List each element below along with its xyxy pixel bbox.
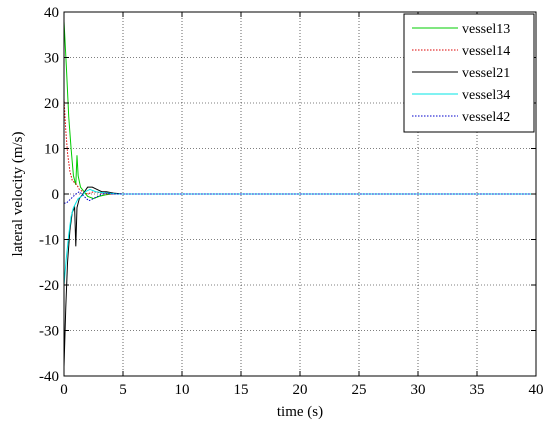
x-tick-labels: 0 5 10 15 20 25 30 35 40 <box>60 382 543 398</box>
legend-label-vessel42: vessel42 <box>462 110 510 125</box>
x-tick-label: 30 <box>411 382 426 398</box>
y-tick-label: 40 <box>44 5 59 21</box>
x-axis-label: time (s) <box>277 404 323 420</box>
series-line-vessel13 <box>63 21 536 200</box>
y-tick-label: 0 <box>52 187 60 203</box>
legend: vessel13 vessel14 vessel21 vessel34 vessel42 <box>403 13 535 133</box>
series-line-vessel34 <box>63 188 536 286</box>
y-tick-label: -40 <box>39 369 59 385</box>
y-axis-label: lateral velocity (m/s) <box>10 132 26 257</box>
x-tick-label: 5 <box>119 382 127 398</box>
x-tick-label: 20 <box>293 382 308 398</box>
y-tick-label: -30 <box>39 324 59 340</box>
legend-label-vessel21: vessel21 <box>462 66 510 81</box>
x-tick-label: 25 <box>352 382 367 398</box>
series-line-vessel14 <box>63 98 536 195</box>
y-tick-label: 20 <box>44 96 59 112</box>
y-tick-labels: -40 -30 -20 -10 0 10 20 30 40 <box>39 5 59 385</box>
y-tick-label: 30 <box>44 51 59 67</box>
y-tick-label: -20 <box>39 278 59 294</box>
y-tick-label: -10 <box>39 233 59 249</box>
x-tick-label: 15 <box>234 382 249 398</box>
legend-label-vessel34: vessel34 <box>462 88 510 103</box>
x-tick-label: 35 <box>470 382 485 398</box>
legend-box <box>403 13 535 133</box>
series-lines <box>63 21 536 367</box>
axis-ticks <box>63 11 537 377</box>
x-tick-label: 0 <box>60 382 68 398</box>
x-tick-label: 40 <box>529 382 544 398</box>
legend-label-vessel14: vessel14 <box>462 44 510 59</box>
y-tick-label: 10 <box>44 142 59 158</box>
x-tick-label: 10 <box>175 382 190 398</box>
legend-label-vessel13: vessel13 <box>462 22 510 37</box>
series-line-vessel42 <box>64 191 536 204</box>
